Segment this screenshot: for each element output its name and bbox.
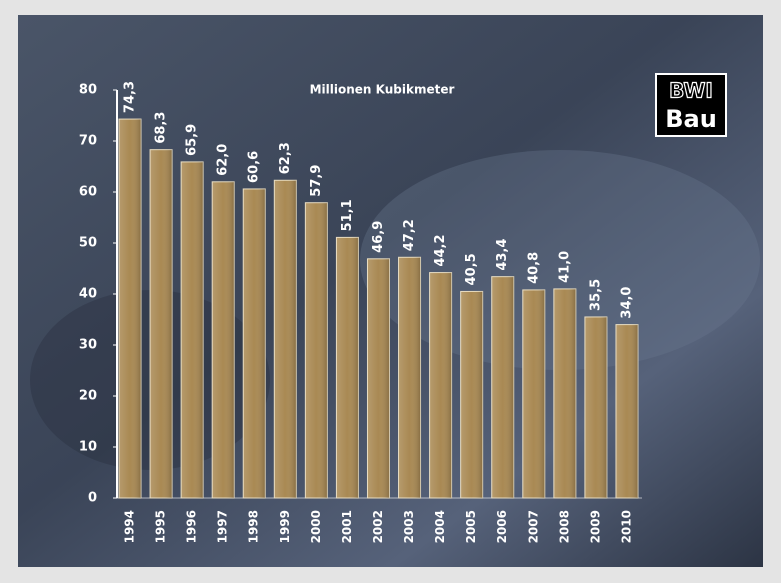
bar-shading bbox=[461, 291, 483, 498]
bar-shading bbox=[554, 289, 576, 498]
page: {"chart_data": {"type": "bar", "title": … bbox=[0, 0, 781, 583]
bar-shading bbox=[181, 162, 203, 498]
logo: BWI Bau bbox=[656, 74, 726, 136]
bar-shading bbox=[212, 182, 234, 498]
y-tick-label: 70 bbox=[79, 134, 97, 149]
logo-text: BWI bbox=[669, 79, 713, 103]
x-tick-label: 2006 bbox=[495, 510, 509, 543]
logo-text: Bau bbox=[665, 105, 717, 133]
bar-shading bbox=[399, 257, 421, 498]
value-label: 34,0 bbox=[619, 287, 634, 319]
x-tick-label: 2007 bbox=[526, 510, 540, 543]
bar-shading bbox=[243, 189, 265, 498]
bar-shading bbox=[150, 150, 172, 498]
x-tick-label: 2009 bbox=[588, 510, 602, 543]
bar-shading bbox=[305, 203, 327, 498]
x-tick-label: 1997 bbox=[216, 510, 230, 543]
x-tick-label: 1999 bbox=[278, 510, 292, 543]
bar-shading bbox=[274, 180, 296, 498]
bar-shading bbox=[119, 119, 141, 498]
value-label: 44,2 bbox=[433, 235, 448, 267]
value-label: 43,4 bbox=[495, 239, 510, 271]
y-tick-label: 0 bbox=[88, 491, 97, 506]
bar-shading bbox=[430, 273, 452, 498]
value-label: 46,9 bbox=[371, 221, 386, 253]
x-tick-label: 1996 bbox=[185, 510, 199, 543]
value-label: 40,8 bbox=[526, 252, 541, 284]
value-label: 35,5 bbox=[588, 279, 603, 311]
value-label: 60,6 bbox=[247, 151, 262, 183]
y-tick-label: 10 bbox=[79, 440, 97, 455]
chart-title: Millionen Kubikmeter bbox=[310, 83, 455, 97]
x-tick-label: 2000 bbox=[309, 510, 323, 543]
chart: Millionen Kubikmeter BWI Bau 0 10 20 30 40 50… bbox=[0, 0, 781, 583]
value-label: 65,9 bbox=[185, 124, 200, 156]
y-tick-label: 30 bbox=[79, 338, 97, 353]
y-tick-label: 40 bbox=[79, 287, 97, 302]
x-tick-label: 2001 bbox=[340, 510, 354, 543]
value-label: 40,5 bbox=[464, 253, 479, 285]
bar-shading bbox=[336, 237, 358, 498]
value-label: 47,2 bbox=[402, 219, 417, 251]
x-tick-label: 1998 bbox=[247, 510, 261, 543]
x-tick-label: 2003 bbox=[402, 510, 416, 543]
value-label: 62,0 bbox=[216, 144, 231, 176]
value-label: 41,0 bbox=[557, 251, 572, 283]
x-tick-label: 2010 bbox=[619, 510, 633, 543]
x-tick-label: 2008 bbox=[557, 510, 571, 543]
value-label: 68,3 bbox=[154, 112, 169, 144]
bar-shading bbox=[367, 259, 389, 498]
value-label: 51,1 bbox=[340, 199, 355, 231]
value-label: 62,3 bbox=[278, 142, 293, 174]
x-tick-label: 1995 bbox=[154, 510, 168, 543]
x-tick-label: 1994 bbox=[123, 510, 137, 543]
bar-shading bbox=[523, 290, 545, 498]
bar-shading bbox=[585, 317, 607, 498]
y-tick-label: 60 bbox=[79, 185, 97, 200]
x-tick-label: 2004 bbox=[433, 510, 447, 543]
x-tick-label: 2005 bbox=[464, 510, 478, 543]
y-tick-label: 20 bbox=[79, 389, 97, 404]
value-label: 57,9 bbox=[309, 165, 324, 197]
value-label: 74,3 bbox=[123, 81, 138, 113]
bar-shading bbox=[616, 325, 638, 498]
y-tick-label: 80 bbox=[79, 83, 97, 98]
x-tick-label: 2002 bbox=[371, 510, 385, 543]
y-tick-label: 50 bbox=[79, 236, 97, 251]
bar-shading bbox=[492, 277, 514, 498]
